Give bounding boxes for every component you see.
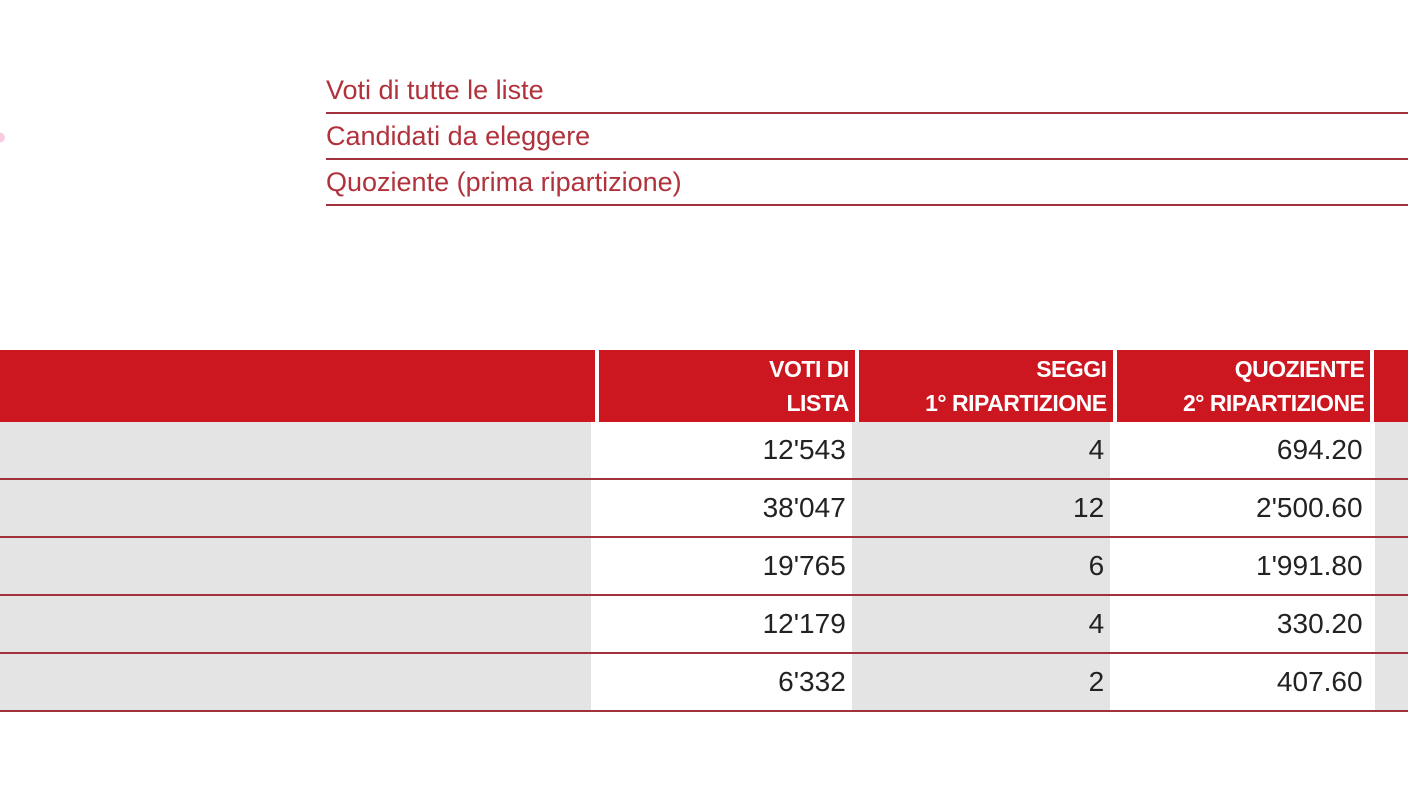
extra-cell bbox=[1374, 422, 1408, 478]
list-name-cell bbox=[0, 538, 592, 594]
header-seats-first-allocation: SEGGI 1° RIPARTIZIONE bbox=[858, 350, 1113, 422]
table-row: 6'332 2 407.60 bbox=[0, 654, 1408, 712]
list-name-cell bbox=[0, 596, 592, 652]
seats-cell: 2 bbox=[857, 654, 1111, 710]
table-row: 12'543 4 694.20 bbox=[0, 422, 1408, 480]
seats-cell: 4 bbox=[857, 422, 1111, 478]
table-row: 19'765 6 1'991.80 bbox=[0, 538, 1408, 596]
list-votes-cell: 38'047 bbox=[597, 480, 852, 536]
extra-cell bbox=[1374, 654, 1408, 710]
list-name-cell bbox=[0, 422, 592, 478]
header-extra-column bbox=[1374, 350, 1408, 422]
seats-cell: 4 bbox=[857, 596, 1111, 652]
seats-cell: 6 bbox=[857, 538, 1111, 594]
summary-quotient-label: Quoziente (prima ripartizione) bbox=[326, 160, 1408, 206]
summary-candidates-label: Candidati da eleggere bbox=[326, 114, 1408, 160]
list-votes-cell: 19'765 bbox=[597, 538, 852, 594]
results-table: VOTI DI LISTA SEGGI 1° RIPARTIZIONE QUOZ… bbox=[0, 350, 1408, 712]
logo-fragment-icon: • bbox=[0, 118, 8, 158]
summary-total-votes-label: Voti di tutte le liste bbox=[326, 68, 1408, 114]
extra-cell bbox=[1374, 538, 1408, 594]
summary-list: Voti di tutte le liste Candidati da eleg… bbox=[326, 68, 1408, 206]
quotient-cell: 330.20 bbox=[1116, 596, 1369, 652]
list-votes-cell: 12'543 bbox=[597, 422, 852, 478]
quotient-cell: 407.60 bbox=[1116, 654, 1369, 710]
quotient-cell: 694.20 bbox=[1116, 422, 1369, 478]
header-list-name bbox=[0, 350, 595, 422]
header-quotient-second-allocation: QUOZIENTE 2° RIPARTIZIONE bbox=[1116, 350, 1371, 422]
table-header: VOTI DI LISTA SEGGI 1° RIPARTIZIONE QUOZ… bbox=[0, 350, 1408, 422]
list-votes-cell: 6'332 bbox=[597, 654, 852, 710]
list-name-cell bbox=[0, 480, 592, 536]
table-row: 38'047 12 2'500.60 bbox=[0, 480, 1408, 538]
extra-cell bbox=[1374, 596, 1408, 652]
header-list-votes: VOTI DI LISTA bbox=[598, 350, 855, 422]
list-name-cell bbox=[0, 654, 592, 710]
list-votes-cell: 12'179 bbox=[597, 596, 852, 652]
quotient-cell: 2'500.60 bbox=[1116, 480, 1369, 536]
table-row: 12'179 4 330.20 bbox=[0, 596, 1408, 654]
seats-cell: 12 bbox=[857, 480, 1111, 536]
quotient-cell: 1'991.80 bbox=[1116, 538, 1369, 594]
extra-cell bbox=[1374, 480, 1408, 536]
